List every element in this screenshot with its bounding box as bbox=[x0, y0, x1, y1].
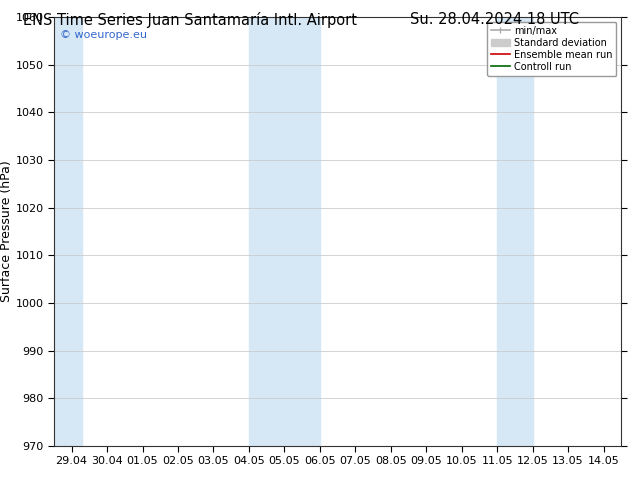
Bar bbox=[249, 17, 320, 446]
Text: Su. 28.04.2024 18 UTC: Su. 28.04.2024 18 UTC bbox=[410, 12, 579, 27]
Legend: min/max, Standard deviation, Ensemble mean run, Controll run: min/max, Standard deviation, Ensemble me… bbox=[487, 22, 616, 75]
Bar bbox=[497, 17, 533, 446]
Text: ENS Time Series Juan Santamaría Intl. Airport: ENS Time Series Juan Santamaría Intl. Ai… bbox=[23, 12, 357, 28]
Y-axis label: Surface Pressure (hPa): Surface Pressure (hPa) bbox=[0, 161, 13, 302]
Text: © woeurope.eu: © woeurope.eu bbox=[60, 30, 146, 40]
Bar bbox=[54, 17, 82, 446]
